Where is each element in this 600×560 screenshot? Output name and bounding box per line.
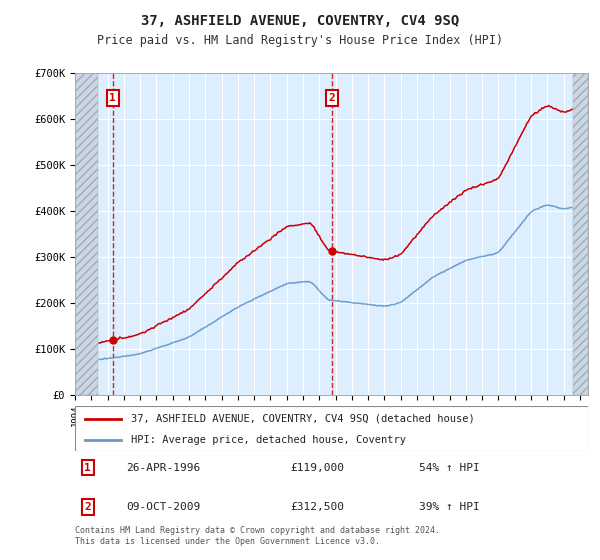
Text: 1: 1 <box>109 93 116 103</box>
Text: 2: 2 <box>328 93 335 103</box>
Text: 54% ↑ HPI: 54% ↑ HPI <box>419 463 479 473</box>
Text: 1: 1 <box>85 463 91 473</box>
Text: 2: 2 <box>85 502 91 512</box>
Text: 09-OCT-2009: 09-OCT-2009 <box>127 502 200 512</box>
Text: £119,000: £119,000 <box>290 463 344 473</box>
Bar <box>573 73 588 395</box>
Text: Price paid vs. HM Land Registry's House Price Index (HPI): Price paid vs. HM Land Registry's House … <box>97 34 503 46</box>
Text: £312,500: £312,500 <box>290 502 344 512</box>
Text: 37, ASHFIELD AVENUE, COVENTRY, CV4 9SQ: 37, ASHFIELD AVENUE, COVENTRY, CV4 9SQ <box>141 14 459 28</box>
Text: 39% ↑ HPI: 39% ↑ HPI <box>419 502 479 512</box>
Text: HPI: Average price, detached house, Coventry: HPI: Average price, detached house, Cove… <box>131 435 406 445</box>
Text: 37, ASHFIELD AVENUE, COVENTRY, CV4 9SQ (detached house): 37, ASHFIELD AVENUE, COVENTRY, CV4 9SQ (… <box>131 413 475 423</box>
Text: 26-APR-1996: 26-APR-1996 <box>127 463 200 473</box>
FancyBboxPatch shape <box>75 406 588 451</box>
Text: Contains HM Land Registry data © Crown copyright and database right 2024.
This d: Contains HM Land Registry data © Crown c… <box>75 526 440 546</box>
Bar <box>75 73 98 395</box>
